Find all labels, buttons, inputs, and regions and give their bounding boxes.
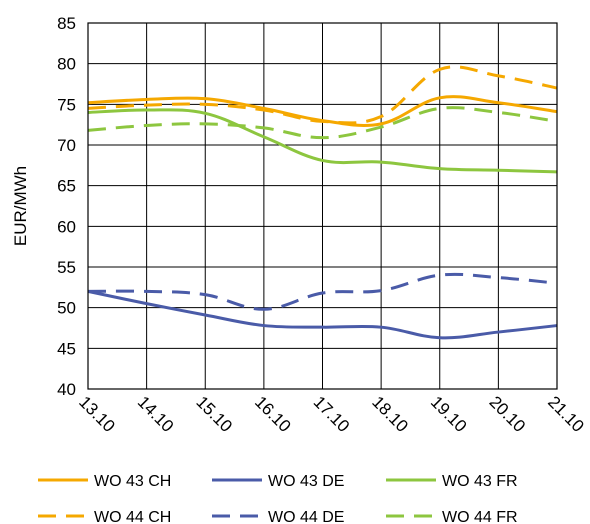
y-tick-label: 75 <box>57 95 76 114</box>
y-tick-label: 85 <box>57 14 76 33</box>
y-tick-label: 55 <box>57 258 76 277</box>
x-tick-label: 21.10 <box>544 392 588 436</box>
y-tick-label: 60 <box>57 217 76 236</box>
series-line-wo-44-fr <box>87 106 558 140</box>
series-line-wo-44-de <box>87 272 558 311</box>
legend-label: WO 44 CH <box>94 509 171 524</box>
x-tick-label: 17.10 <box>310 392 354 436</box>
x-tick-label: 19.10 <box>427 392 471 436</box>
x-tick-label: 15.10 <box>192 392 236 436</box>
series-line-wo-43-fr <box>87 108 558 174</box>
y-tick-label: 45 <box>57 339 76 358</box>
series-line-wo-44-ch <box>87 65 558 125</box>
x-tick-labels: 13.10 14.10 15.10 16.10 17.10 18.10 19.10 20.10… <box>75 392 588 436</box>
legend-label: WO 44 FR <box>442 509 518 524</box>
x-tick-label: 20.10 <box>486 392 530 436</box>
x-tick-label: 13.10 <box>75 392 119 436</box>
x-tick-label: 14.10 <box>134 392 178 436</box>
legend-label: WO 43 DE <box>268 473 344 490</box>
y-tick-labels: 40 45 50 55 60 65 70 75 80 85 <box>57 14 76 399</box>
series-line-wo-43-de <box>87 289 558 340</box>
y-tick-label: 65 <box>57 177 76 196</box>
y-axis-label: EUR/MWh <box>11 166 30 246</box>
y-tick-label: 40 <box>57 380 76 399</box>
y-tick-label: 70 <box>57 136 76 155</box>
legend: WO 43 CH WO 43 DE WO 43 FR WO 44 CH WO 44 DE… <box>38 473 518 524</box>
y-tick-label: 50 <box>57 299 76 318</box>
plot-frame <box>87 22 558 390</box>
x-tick-label: 18.10 <box>368 392 412 436</box>
series-lines <box>87 65 558 340</box>
legend-label: WO 43 FR <box>442 473 518 490</box>
y-tick-label: 80 <box>57 55 76 74</box>
x-tick-label: 16.10 <box>251 392 295 436</box>
legend-label: WO 43 CH <box>94 473 171 490</box>
legend-label: WO 44 DE <box>268 509 344 524</box>
